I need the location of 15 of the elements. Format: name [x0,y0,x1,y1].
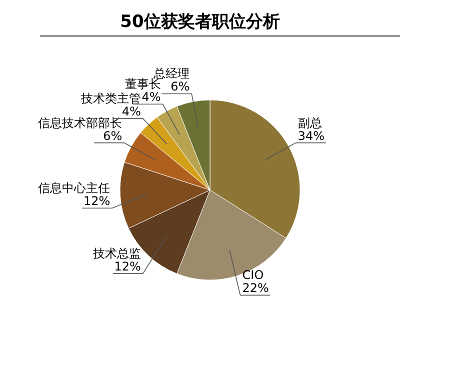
slice-label: CIO [242,268,264,282]
data-label: 34% [298,128,325,143]
data-label: 4% [142,90,161,104]
slice-label: 信息技术部部长 [38,116,122,130]
data-label: 4% [122,104,141,119]
data-label: 12% [114,259,141,274]
slice-label: 信息中心主任 [38,181,110,196]
slice-label: 技术类主管 [80,92,141,106]
data-label: 6% [103,128,122,143]
data-label: 6% [170,80,190,94]
slice-label: 副总 [298,116,322,130]
slice-label: 技术总监 [92,246,141,260]
chart-title: 50位获奖者职位分析 [120,12,280,32]
data-label: 22% [242,281,269,296]
data-label: 12% [84,194,110,208]
